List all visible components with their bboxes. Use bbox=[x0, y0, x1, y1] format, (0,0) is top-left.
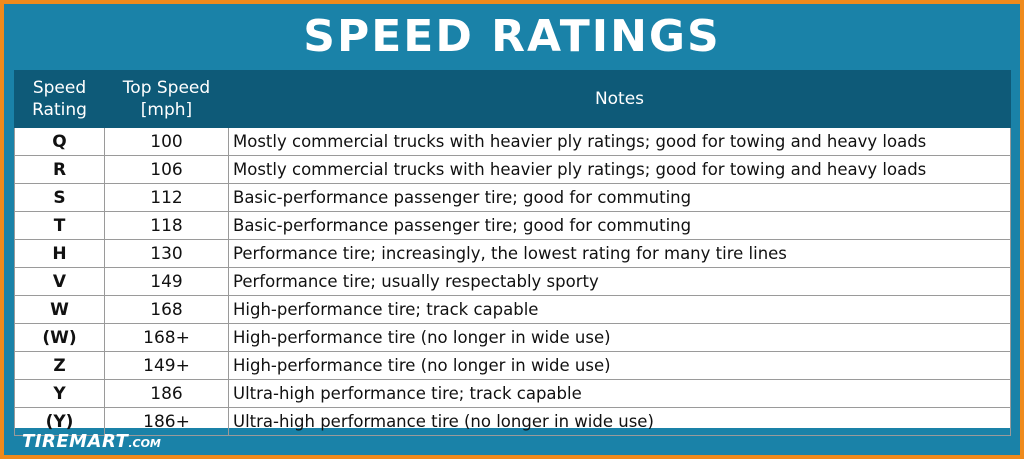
speed-cell: 130 bbox=[104, 239, 229, 268]
logo-suffix: .COM bbox=[128, 437, 161, 450]
table-row: Q 100 Mostly commercial trucks with heavie… bbox=[14, 127, 1011, 156]
table-row: Z 149+ High-performance tire (no longer in… bbox=[14, 351, 1011, 380]
rating-cell: (W) bbox=[14, 323, 105, 352]
rating-cell: (Y) bbox=[14, 407, 105, 436]
table-body: Q 100 Mostly commercial trucks with heavie… bbox=[14, 127, 1011, 436]
rating-cell: W bbox=[14, 295, 105, 324]
table-row: S 112 Basic-performance passenger tire; go… bbox=[14, 183, 1011, 212]
table-row: Y 186 Ultra-high performance tire; track c… bbox=[14, 379, 1011, 408]
table-row: W 168 High-performance tire; track capable bbox=[14, 295, 1011, 324]
table-header-row: Speed Rating Top Speed [mph] Notes bbox=[14, 70, 1011, 128]
notes-cell: Basic-performance passenger tire; good f… bbox=[228, 183, 1011, 212]
table-row: T 118 Basic-performance passenger tire; go… bbox=[14, 211, 1011, 240]
header-top-speed-line1: Top Speed bbox=[122, 78, 211, 98]
notes-cell: High-performance tire; track capable bbox=[228, 295, 1011, 324]
table-row: (Y) 186+ Ultra-high performance tire (no l… bbox=[14, 407, 1011, 436]
notes-cell: Mostly commercial trucks with heavier pl… bbox=[228, 127, 1011, 156]
rating-cell: Y bbox=[14, 379, 105, 408]
header-top-speed: Top Speed [mph] bbox=[104, 70, 229, 128]
speed-cell: 149+ bbox=[104, 351, 229, 380]
logo-name: TIREMART bbox=[22, 431, 129, 452]
speed-ratings-table-container: Speed Rating Top Speed [mph] Notes Q 100 M… bbox=[14, 70, 1011, 436]
notes-cell: Performance tire; increasingly, the lowe… bbox=[228, 239, 1011, 268]
speed-cell: 106 bbox=[104, 155, 229, 184]
speed-cell: 186+ bbox=[104, 407, 229, 436]
speed-cell: 168 bbox=[104, 295, 229, 324]
rating-cell: R bbox=[14, 155, 105, 184]
rating-cell: S bbox=[14, 183, 105, 212]
speed-cell: 100 bbox=[104, 127, 229, 156]
rating-cell: Q bbox=[14, 127, 105, 156]
header-speed-rating-line2: Rating bbox=[32, 100, 87, 120]
speed-cell: 168+ bbox=[104, 323, 229, 352]
rating-cell: H bbox=[14, 239, 105, 268]
notes-cell: Basic-performance passenger tire; good f… bbox=[228, 211, 1011, 240]
speed-cell: 112 bbox=[104, 183, 229, 212]
notes-cell: Ultra-high performance tire; track capab… bbox=[228, 379, 1011, 408]
notes-cell: High-performance tire (no longer in wide… bbox=[228, 323, 1011, 352]
header-speed-rating-line1: Speed bbox=[32, 78, 87, 98]
tiremart-logo: TIREMART.COM bbox=[22, 432, 161, 452]
table-row: (W) 168+ High-performance tire (no longer … bbox=[14, 323, 1011, 352]
header-speed-rating: Speed Rating bbox=[14, 70, 105, 128]
header-notes: Notes bbox=[228, 70, 1011, 128]
table-row: H 130 Performance tire; increasingly, the … bbox=[14, 239, 1011, 268]
table-row: V 149 Performance tire; usually respectabl… bbox=[14, 267, 1011, 296]
notes-cell: High-performance tire (no longer in wide… bbox=[228, 351, 1011, 380]
notes-cell: Ultra-high performance tire (no longer i… bbox=[228, 407, 1011, 436]
rating-cell: V bbox=[14, 267, 105, 296]
notes-cell: Performance tire; usually respectably sp… bbox=[228, 267, 1011, 296]
page-title: SPEED RATINGS bbox=[303, 11, 721, 62]
rating-cell: Z bbox=[14, 351, 105, 380]
speed-cell: 186 bbox=[104, 379, 229, 408]
notes-cell: Mostly commercial trucks with heavier pl… bbox=[228, 155, 1011, 184]
header-top-speed-line2: [mph] bbox=[140, 100, 193, 120]
speed-cell: 149 bbox=[104, 267, 229, 296]
speed-cell: 118 bbox=[104, 211, 229, 240]
table-row: R 106 Mostly commercial trucks with heavie… bbox=[14, 155, 1011, 184]
speed-ratings-panel: SPEED RATINGS Speed Rating Top Speed [mp… bbox=[4, 4, 1020, 455]
rating-cell: T bbox=[14, 211, 105, 240]
speed-ratings-table: Speed Rating Top Speed [mph] Notes Q 100 M… bbox=[14, 70, 1011, 436]
